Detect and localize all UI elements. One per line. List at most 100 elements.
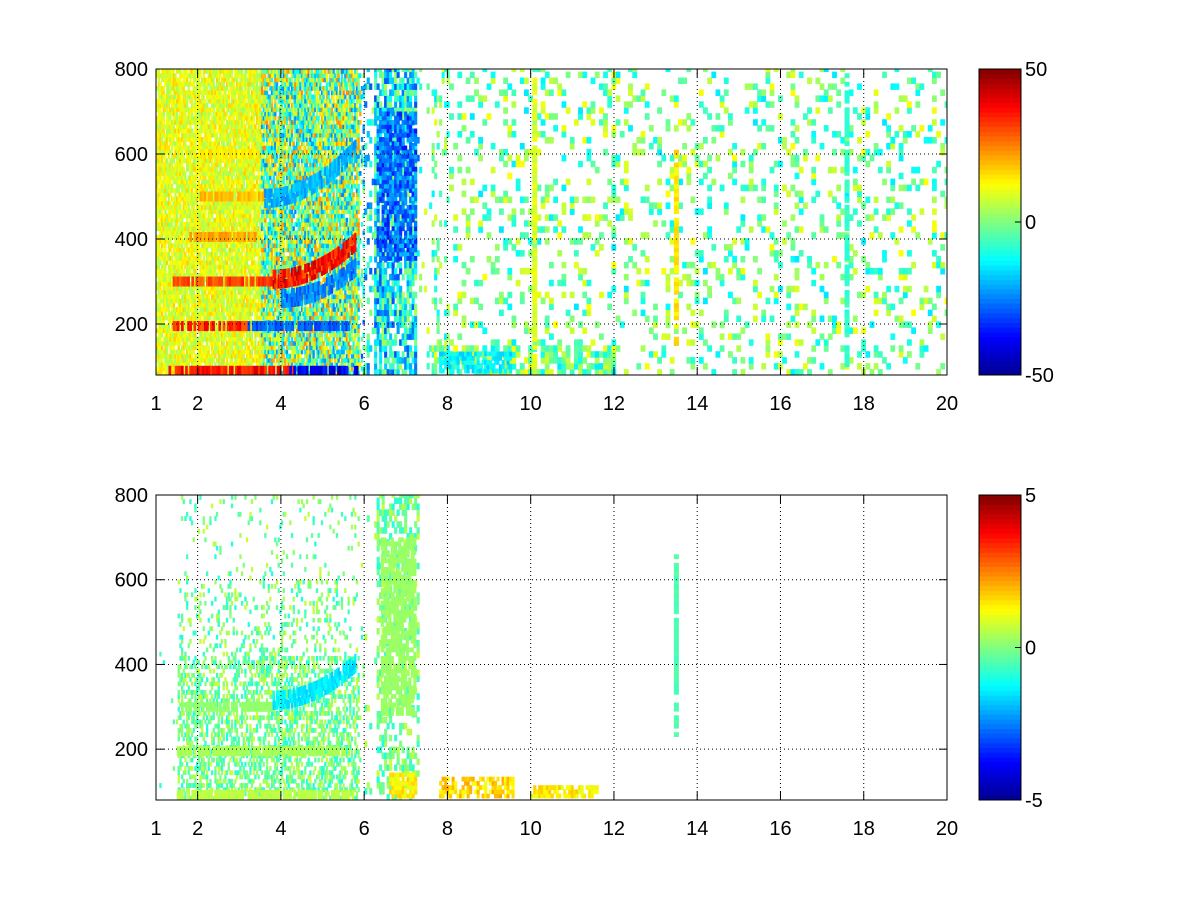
heatmap-cell: [172, 171, 175, 176]
heatmap-cell: [230, 256, 234, 261]
heatmap-cell: [244, 171, 247, 176]
heatmap-cell: [167, 73, 170, 79]
heatmap-cell: [187, 209, 190, 215]
heatmap-cell: [157, 332, 160, 338]
heatmap-cell: [265, 319, 269, 325]
heatmap-cell: [269, 124, 272, 130]
heatmap-cell: [164, 298, 167, 304]
heatmap-cell: [267, 162, 270, 168]
heatmap-cell: [177, 315, 180, 321]
heatmap-cell: [270, 98, 274, 104]
heatmap-cell: [220, 328, 224, 334]
heatmap-cell: [156, 226, 159, 232]
heatmap-cell: [269, 200, 272, 206]
heatmap-cell: [235, 162, 239, 168]
heatmap-cell: [159, 217, 162, 223]
heatmap-cell: [166, 217, 169, 223]
heatmap-cell: [197, 86, 200, 91]
heatmap-cell: [201, 175, 204, 181]
heatmap-cell: [244, 217, 247, 223]
heatmap-cell: [274, 264, 277, 270]
heatmap-cell: [177, 171, 180, 176]
heatmap-cell: [259, 98, 262, 104]
heatmap-cell: [234, 260, 237, 266]
heatmap-cell: [264, 251, 267, 257]
heatmap-cell: [214, 298, 217, 304]
heatmap-cell: [230, 69, 234, 74]
heatmap-cell: [274, 230, 277, 236]
heatmap-cell: [192, 264, 195, 270]
heatmap-cell: [207, 171, 210, 176]
heatmap-cell: [162, 90, 165, 96]
heatmap-cell: [274, 341, 277, 346]
heatmap-cell: [186, 132, 189, 138]
heatmap-cell: [202, 183, 205, 189]
heatmap-cell: [166, 90, 169, 96]
heatmap-cell: [184, 341, 187, 346]
heatmap-cell: [179, 98, 182, 104]
heatmap-cell: [186, 294, 189, 300]
heatmap-cell: [177, 358, 180, 363]
heatmap-cell: [206, 332, 209, 338]
heatmap-cell: [269, 77, 272, 83]
heatmap-cell: [224, 243, 227, 249]
heatmap-cell: [171, 290, 174, 295]
heatmap-cell: [225, 137, 229, 142]
heatmap-cell: [252, 124, 255, 130]
heatmap-cell: [184, 73, 187, 79]
heatmap-cell: [186, 307, 189, 312]
heatmap-cell: [187, 107, 190, 113]
heatmap-cell: [249, 311, 252, 317]
heatmap-cell: [201, 107, 204, 113]
heatmap-cell: [186, 247, 189, 253]
heatmap-cell: [227, 285, 230, 291]
heatmap-cell: [265, 230, 269, 236]
heatmap-cell: [194, 273, 197, 278]
heatmap-cell: [280, 239, 284, 244]
heatmap-cell: [215, 336, 219, 342]
heatmap-cell: [201, 311, 204, 317]
heatmap-cell: [249, 77, 252, 83]
heatmap-cell: [186, 358, 189, 363]
heatmap-cell: [171, 205, 174, 210]
heatmap-cell: [186, 345, 189, 351]
heatmap-cell: [192, 298, 195, 304]
heatmap-cell: [219, 128, 222, 134]
heatmap-cell: [262, 230, 265, 236]
heatmap-cell: [192, 162, 195, 168]
heatmap-cell: [249, 251, 252, 257]
heatmap-cell: [171, 69, 174, 74]
heatmap-cell: [254, 307, 257, 312]
heatmap-cell: [247, 141, 250, 147]
heatmap-cell: [159, 285, 162, 291]
heatmap-cell: [272, 311, 275, 317]
heatmap-cell: [274, 77, 277, 83]
heatmap-cell: [232, 226, 235, 232]
heatmap-cell: [214, 137, 217, 142]
heatmap-cell: [269, 128, 272, 134]
heatmap-cell: [274, 81, 277, 87]
heatmap-cell: [207, 162, 210, 168]
heatmap-cell: [179, 260, 182, 266]
heatmap-cell: [162, 145, 165, 151]
heatmap-cell: [196, 196, 199, 202]
heatmap-cell: [262, 145, 265, 151]
heatmap-cell: [196, 285, 199, 291]
heatmap-cell: [182, 332, 185, 338]
heatmap-cell: [202, 217, 205, 223]
heatmap-cell: [187, 311, 190, 317]
heatmap-cell: [232, 243, 235, 249]
heatmap-cell: [197, 115, 200, 121]
heatmap-cell: [250, 111, 254, 117]
heatmap-cell: [167, 328, 170, 334]
heatmap-cell: [269, 332, 272, 338]
heatmap-cell: [214, 188, 217, 193]
heatmap-cell: [270, 103, 274, 108]
heatmap-cell: [182, 251, 185, 257]
heatmap-cell: [227, 209, 230, 215]
heatmap-cell: [252, 166, 255, 172]
heatmap-cell: [206, 268, 209, 274]
heatmap-cell: [219, 124, 222, 130]
heatmap-cell: [217, 353, 220, 359]
heatmap-cell: [232, 205, 235, 210]
